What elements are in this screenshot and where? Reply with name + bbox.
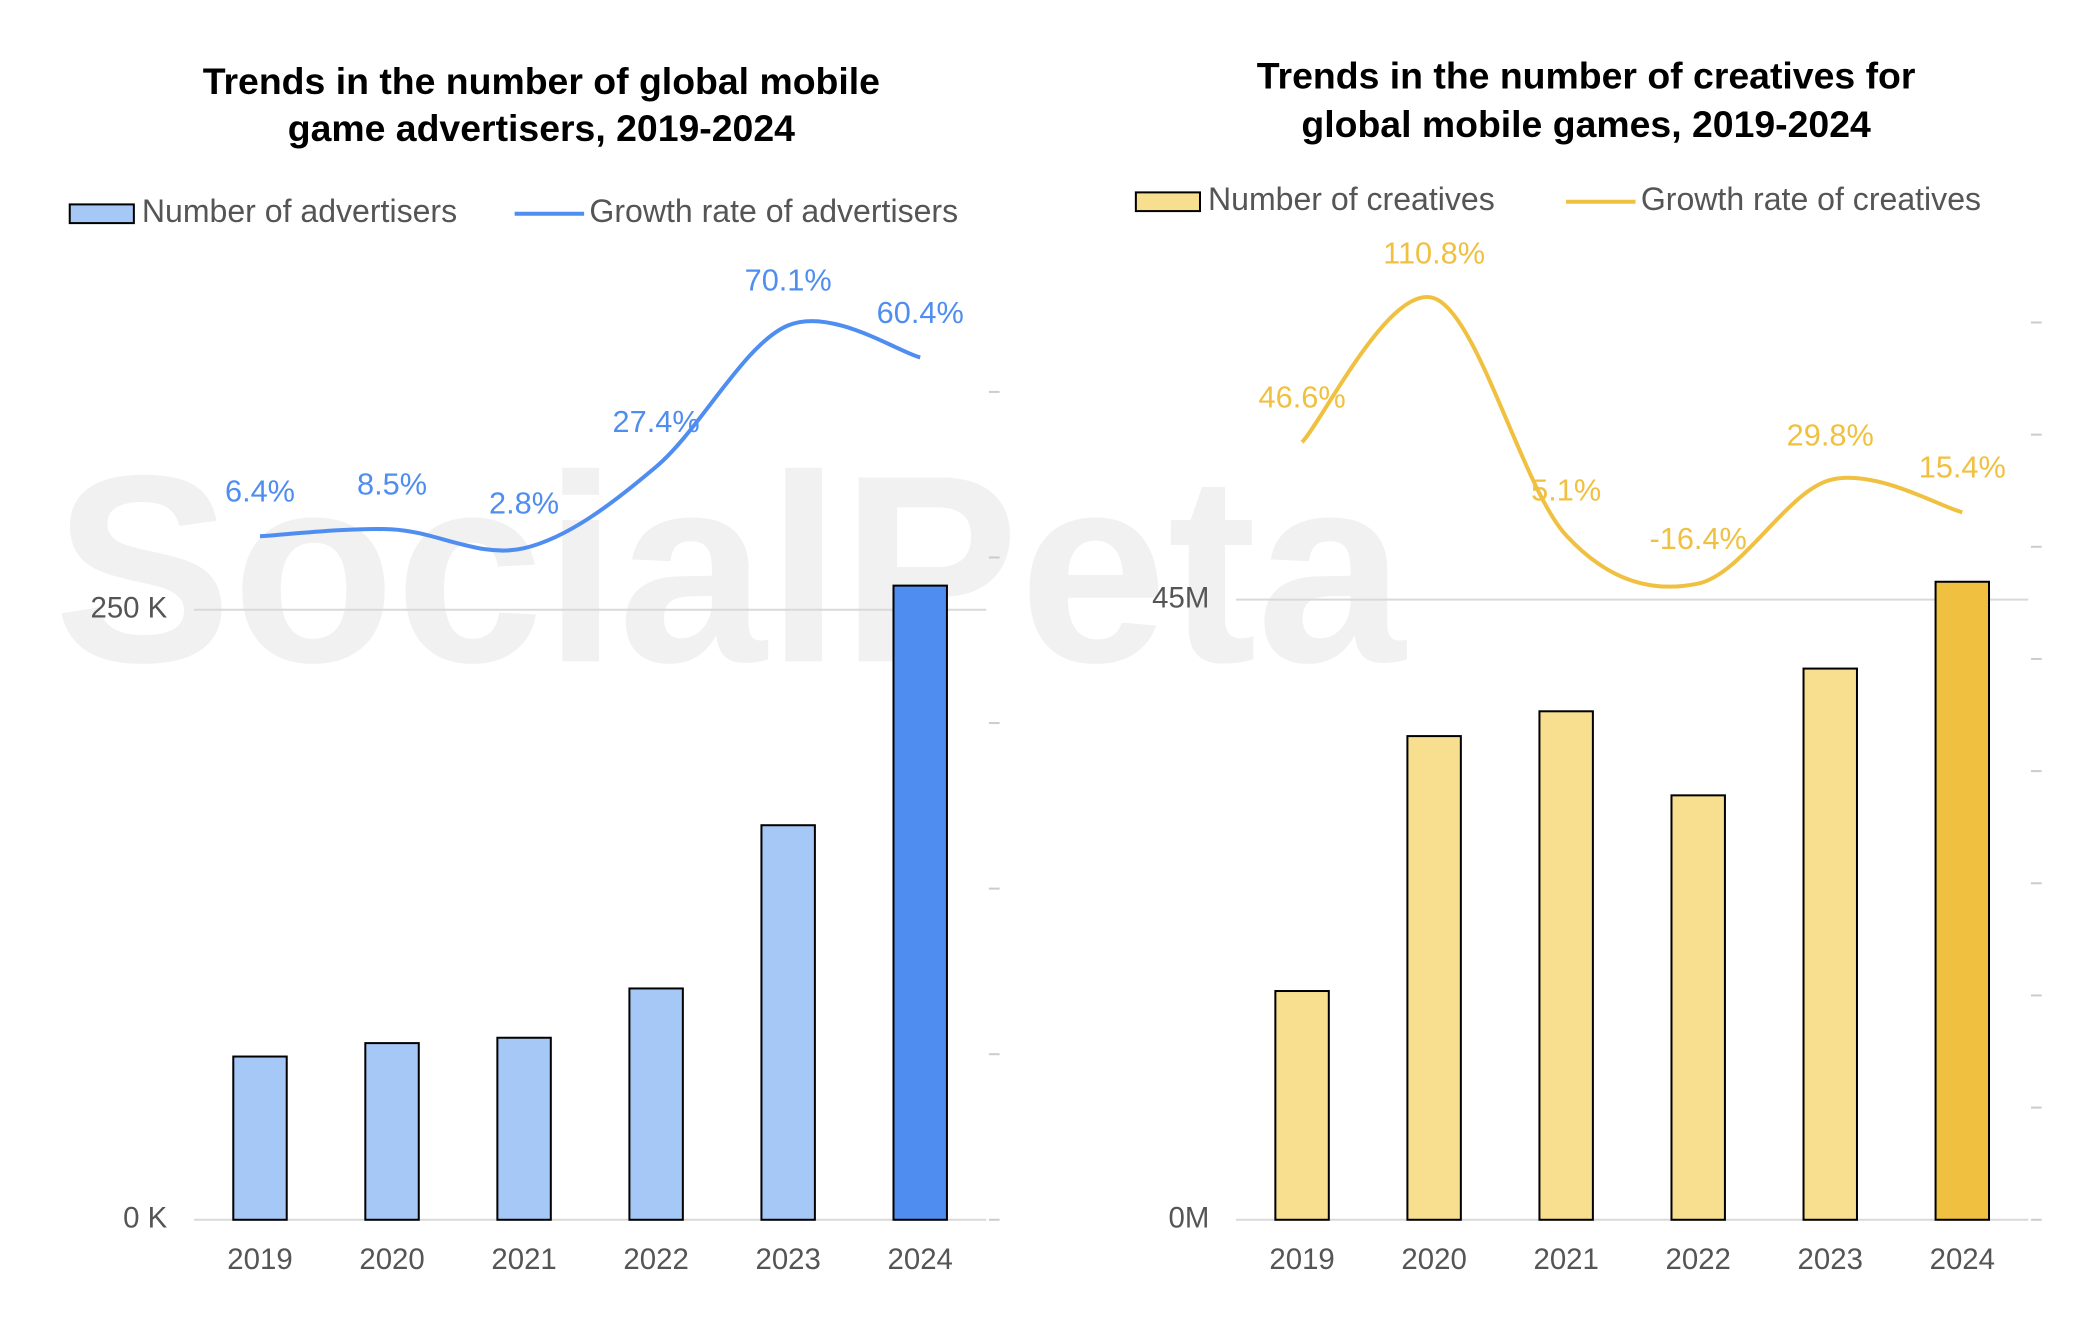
legend-label: Number of advertisers <box>142 193 457 229</box>
bar <box>232 1055 288 1221</box>
data-label: -16.4% <box>1650 521 1747 556</box>
chart-title: Trends in the number of creatives for <box>1257 55 1916 97</box>
bar <box>1934 580 1991 1221</box>
legend-label: Number of creatives <box>1208 181 1495 217</box>
data-label: 29.8% <box>1787 417 1874 452</box>
chart-title: global mobile games, 2019-2024 <box>1301 103 1871 145</box>
x-tick-label: 2020 <box>359 1243 424 1276</box>
chart-title: Trends in the number of global mobile <box>203 60 880 102</box>
bar <box>1538 710 1594 1221</box>
chart-title: game advertisers, 2019-2024 <box>288 107 795 149</box>
bar <box>760 824 816 1221</box>
legend-swatch <box>1134 191 1201 213</box>
data-label: 2.8% <box>489 486 559 521</box>
y-tick-label: 0 K <box>123 1202 167 1235</box>
growth-line <box>1300 295 1963 589</box>
x-tick-label: 2023 <box>1798 1243 1863 1276</box>
data-label: 5.1% <box>1531 473 1601 508</box>
x-tick-label: 2022 <box>623 1243 688 1276</box>
legend-label: Growth rate of creatives <box>1641 181 1981 217</box>
x-tick-label: 2023 <box>755 1243 820 1276</box>
bar <box>1406 735 1462 1221</box>
x-tick-label: 2022 <box>1666 1243 1731 1276</box>
watermark: SocialPeta <box>54 419 1407 718</box>
x-tick-label: 2021 <box>491 1243 556 1276</box>
y-tick-label: 0M <box>1169 1202 1210 1235</box>
legend-label: Growth rate of advertisers <box>589 193 958 229</box>
bar <box>628 987 684 1221</box>
x-tick-label: 2020 <box>1401 1243 1466 1276</box>
bar <box>496 1036 552 1221</box>
bar <box>1802 667 1858 1221</box>
y-tick-label: 250 K <box>90 592 167 625</box>
y-tick-label: 45M <box>1152 581 1209 614</box>
data-label: 15.4% <box>1919 450 2006 485</box>
data-label: 46.6% <box>1259 380 1346 415</box>
data-label: 8.5% <box>357 467 427 502</box>
legend-swatch <box>68 203 135 225</box>
data-label: 6.4% <box>225 474 295 509</box>
data-label: 27.4% <box>613 404 700 439</box>
growth-line <box>259 319 921 553</box>
x-tick-label: 2019 <box>227 1243 292 1276</box>
bar <box>892 584 948 1221</box>
x-tick-label: 2024 <box>888 1243 953 1276</box>
x-tick-label: 2024 <box>1930 1243 1995 1276</box>
bar <box>1274 990 1330 1221</box>
x-tick-label: 2021 <box>1533 1243 1598 1276</box>
data-label: 110.8% <box>1383 236 1485 271</box>
bar <box>364 1042 420 1221</box>
bar <box>1670 794 1726 1221</box>
data-label: 70.1% <box>745 263 832 298</box>
data-label: 60.4% <box>877 295 964 330</box>
x-tick-label: 2019 <box>1269 1243 1334 1276</box>
